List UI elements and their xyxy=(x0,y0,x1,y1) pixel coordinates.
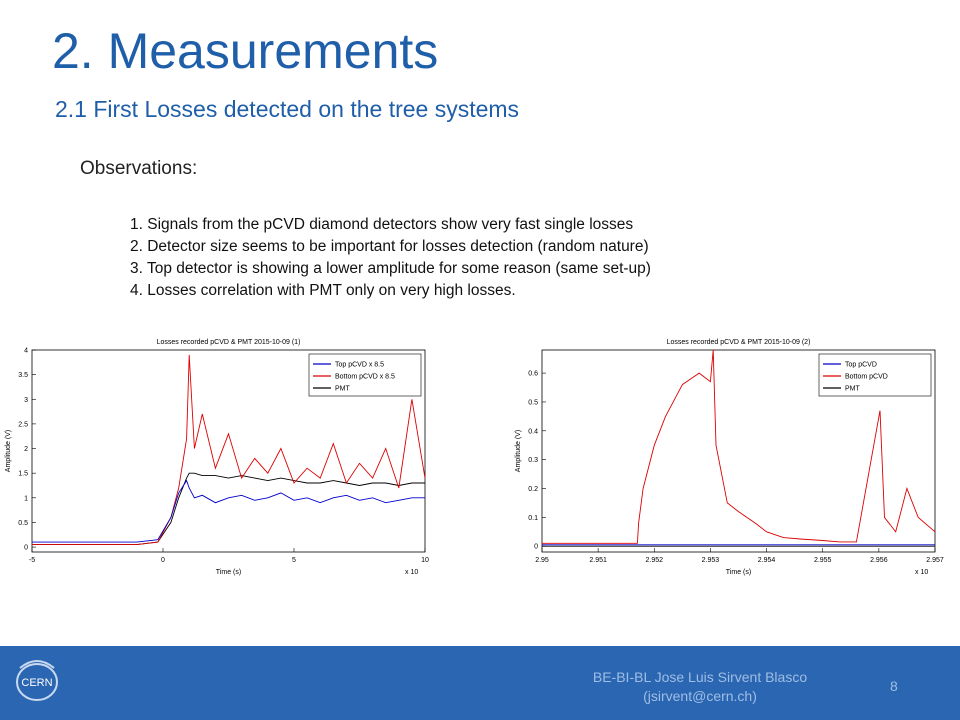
x-tick-label: 2.95 xyxy=(535,557,549,564)
y-tick-label: 0 xyxy=(24,545,28,552)
losses-chart-1-svg: Losses recorded pCVD & PMT 2015-10-09 (1… xyxy=(5,339,429,576)
observation-item: 3. Top detector is showing a lower ampli… xyxy=(130,260,651,277)
x-axis-label: Time (s) xyxy=(216,569,241,576)
y-axis-label: Amplitude (V) xyxy=(5,430,12,472)
x-tick-label: 2.953 xyxy=(702,557,720,564)
chart-title: Losses recorded pCVD & PMT 2015-10-09 (1… xyxy=(157,339,301,346)
legend-entry: PMT xyxy=(335,386,351,393)
y-tick-label: 2 xyxy=(24,446,28,453)
y-tick-label: 0.5 xyxy=(528,399,538,406)
x-tick-label: 2.951 xyxy=(589,557,607,564)
losses-chart-2-svg: Losses recorded pCVD & PMT 2015-10-09 (2… xyxy=(515,339,944,576)
logo-text: CERN xyxy=(21,677,52,689)
x-tick-label: 2.954 xyxy=(758,557,776,564)
legend-entry: Bottom pCVD x 8.5 xyxy=(335,374,395,381)
x-axis-label: Time (s) xyxy=(726,569,751,576)
x-tick-label: 0 xyxy=(161,557,165,564)
y-tick-label: 0.1 xyxy=(528,515,538,522)
x-tick-label: 2.952 xyxy=(646,557,664,564)
author-email: (jsirvent@cern.ch) xyxy=(643,688,757,704)
series-line xyxy=(32,479,425,543)
slide-title: 2. Measurements xyxy=(52,23,439,79)
observation-item: 1. Signals from the pCVD diamond detecto… xyxy=(130,216,634,233)
legend-entry: Top pCVD x 8.5 xyxy=(335,362,384,369)
y-tick-label: 0 xyxy=(534,544,538,551)
observation-item: 2. Detector size seems to be important f… xyxy=(130,238,649,255)
y-tick-label: 0.5 xyxy=(18,520,28,527)
page-number: 8 xyxy=(890,678,898,694)
cern-logo: CERN xyxy=(16,660,58,701)
y-axis-label: Amplitude (V) xyxy=(515,430,522,472)
series-line xyxy=(32,472,425,546)
observation-item: 4. Losses correlation with PMT only on v… xyxy=(130,282,516,299)
series-line xyxy=(542,349,936,544)
y-tick-label: 0.3 xyxy=(528,457,538,464)
series-line xyxy=(32,354,426,546)
losses-chart-2: Losses recorded pCVD & PMT 2015-10-09 (2… xyxy=(510,332,950,594)
author-name: BE-BI-BL Jose Luis Sirvent Blasco xyxy=(592,669,808,685)
y-tick-label: 0.6 xyxy=(528,371,538,378)
slide-subtitle: 2.1 First Losses detected on the tree sy… xyxy=(55,96,520,122)
x-tick-label: 10 xyxy=(421,557,429,564)
x-tick-label: 5 xyxy=(292,557,296,564)
x-tick-label: 2.957 xyxy=(926,557,944,564)
y-tick-label: 4 xyxy=(24,348,28,355)
y-tick-label: 3 xyxy=(24,397,28,404)
x-tick-label: -5 xyxy=(29,557,35,564)
y-tick-label: 2.5 xyxy=(18,421,28,428)
y-tick-label: 1 xyxy=(24,495,28,502)
x-exponent-label: x 10 xyxy=(915,569,928,576)
observations-list: 1. Signals from the pCVD diamond detecto… xyxy=(130,214,651,302)
chart-title: Losses recorded pCVD & PMT 2015-10-09 (2… xyxy=(667,339,811,346)
x-tick-label: 2.956 xyxy=(870,557,888,564)
losses-chart-1: Losses recorded pCVD & PMT 2015-10-09 (1… xyxy=(0,332,440,594)
observations-heading: Observations: xyxy=(80,158,198,179)
footer-author: BE-BI-BL Jose Luis Sirvent Blasco (jsirv… xyxy=(520,668,880,706)
footer-bar xyxy=(0,646,960,720)
y-tick-label: 0.4 xyxy=(528,428,538,435)
legend-box xyxy=(308,353,422,397)
legend-entry: Top pCVD xyxy=(845,362,877,369)
y-tick-label: 0.2 xyxy=(528,486,538,493)
y-tick-label: 1.5 xyxy=(18,471,28,478)
legend-entry: PMT xyxy=(845,386,861,393)
y-tick-label: 3.5 xyxy=(18,372,28,379)
legend-box xyxy=(818,353,932,397)
x-exponent-label: x 10 xyxy=(405,569,418,576)
legend-entry: Bottom pCVD xyxy=(845,374,888,381)
x-tick-label: 2.955 xyxy=(814,557,832,564)
